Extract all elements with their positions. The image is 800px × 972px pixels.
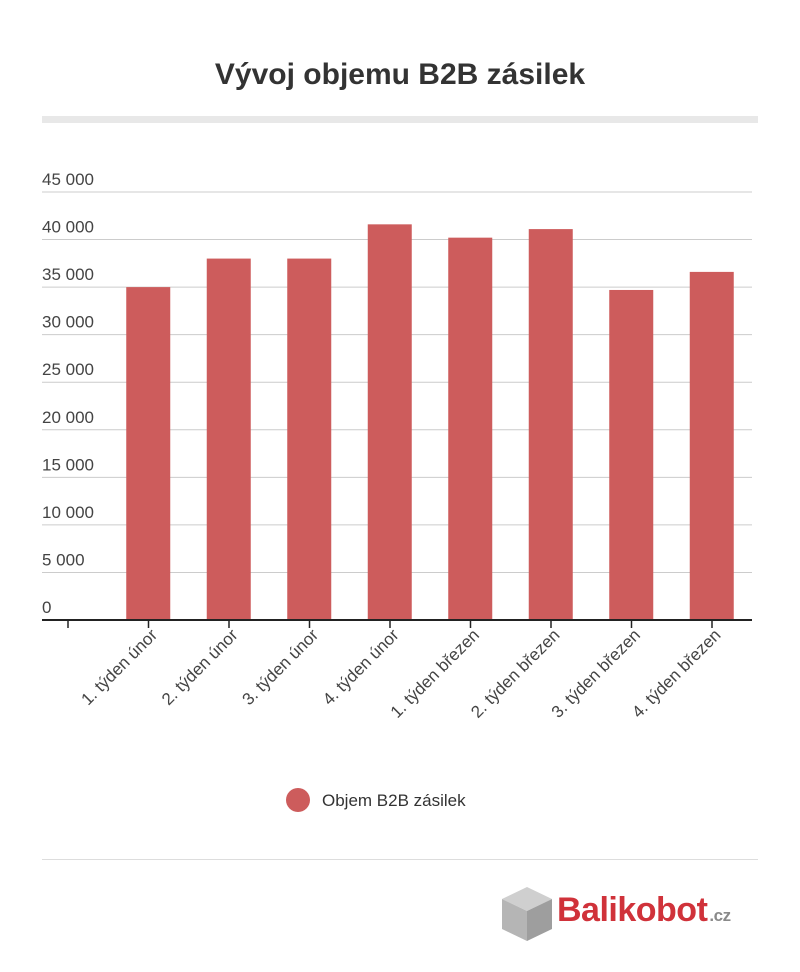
chart-title: Vývoj objemu B2B zásilek <box>214 58 586 91</box>
x-tick-label: 3. týden únor <box>238 625 322 709</box>
bar <box>287 258 332 620</box>
balikobot-logo: Balikobot .cz <box>500 885 760 943</box>
bar <box>528 229 573 621</box>
y-tick-label: 40 000 <box>42 218 94 237</box>
footer-divider <box>42 859 758 860</box>
legend: Objem B2B zásilek <box>286 788 466 812</box>
box-logo-icon <box>502 887 552 941</box>
bar <box>126 287 171 620</box>
y-tick-label: 5 000 <box>42 550 85 569</box>
x-tick-label: 2. týden únor <box>158 625 242 709</box>
bar <box>689 271 734 620</box>
bar <box>367 224 412 621</box>
y-tick-label: 30 000 <box>42 313 94 332</box>
y-tick-label: 10 000 <box>42 503 94 522</box>
x-tick-label: 4. týden únor <box>319 625 403 709</box>
title-divider <box>42 116 758 123</box>
y-tick-label: 0 <box>42 598 51 617</box>
legend-swatch <box>286 788 310 812</box>
x-axis <box>42 619 752 628</box>
y-tick-label: 45 000 <box>42 170 94 189</box>
y-tick-label: 35 000 <box>42 265 94 284</box>
bars <box>126 224 734 621</box>
logo-tld: .cz <box>709 906 731 925</box>
legend-label: Objem B2B zásilek <box>322 791 466 810</box>
logo-wordmark: Balikobot <box>557 891 708 929</box>
x-tick-label: 1. týden únor <box>77 625 161 709</box>
y-tick-label: 20 000 <box>42 408 94 427</box>
bar <box>206 258 251 620</box>
bar <box>609 289 654 620</box>
y-axis-tick-labels: 0 5 000 10 000 15 000 20 000 25 000 30 000 35 0… <box>42 170 94 617</box>
y-tick-label: 15 000 <box>42 455 94 474</box>
bar <box>448 237 493 621</box>
y-tick-label: 25 000 <box>42 360 94 379</box>
